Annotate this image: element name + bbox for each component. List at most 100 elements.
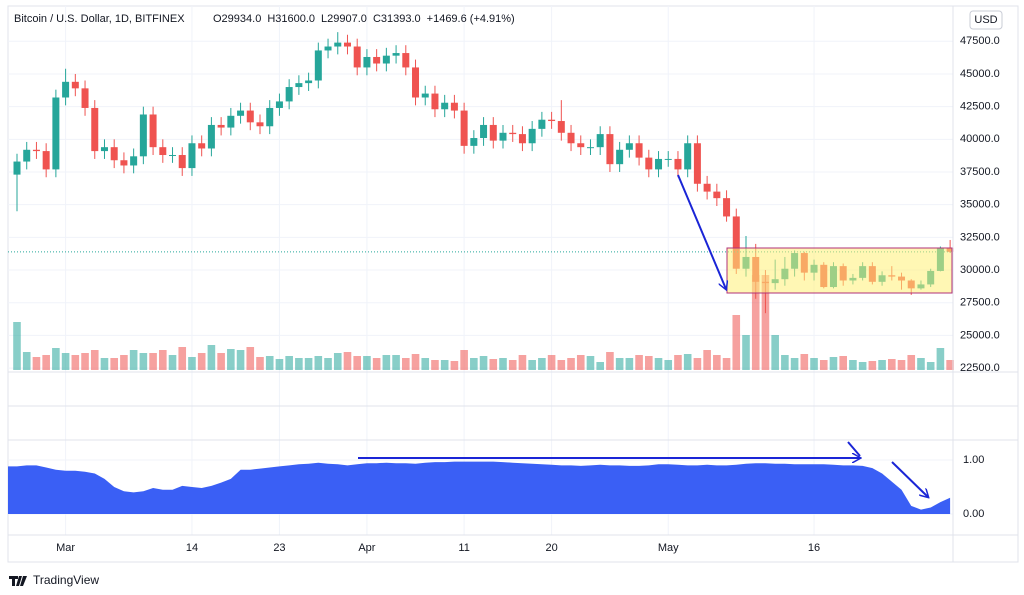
candle-body	[596, 134, 604, 148]
x-tick-label: Mar	[56, 542, 75, 554]
candle-body	[100, 147, 108, 152]
volume-bar	[635, 355, 643, 370]
candle-body	[412, 67, 420, 98]
candle-body	[606, 134, 614, 165]
volume-bar	[615, 358, 624, 370]
candle-body	[732, 216, 740, 269]
y-tick-label: 47500.0	[960, 35, 1000, 47]
volume-bar	[411, 354, 420, 370]
candle-body	[480, 124, 488, 139]
volume-bar	[159, 350, 167, 370]
volume-bar	[693, 358, 702, 370]
volume-bar	[353, 356, 361, 370]
volume-bar	[392, 355, 400, 370]
candle-body	[684, 143, 692, 170]
range-box	[726, 247, 953, 294]
volume-bar	[800, 354, 809, 370]
candle-body	[460, 110, 468, 146]
volume-bar	[664, 360, 673, 370]
volume-bar	[285, 356, 293, 370]
volume-bar	[372, 358, 381, 370]
candle-body	[577, 143, 585, 148]
candle-body	[363, 56, 371, 68]
candle-body	[421, 93, 429, 98]
volume-bar	[52, 348, 60, 370]
logo	[9, 576, 27, 586]
candle-body	[655, 158, 663, 170]
volume-bar	[790, 358, 799, 370]
candle-body	[139, 114, 147, 157]
candle-body	[23, 149, 31, 162]
ohlc-value: +1469.6 (+4.91%)	[427, 13, 515, 25]
candle-body	[693, 143, 701, 184]
candle-body	[674, 158, 682, 170]
y-tick-label: 40000.0	[960, 133, 1000, 145]
volume-bar	[217, 353, 225, 370]
candle-body	[178, 155, 186, 169]
volume-bar	[440, 360, 449, 370]
x-tick-label: 20	[545, 542, 557, 554]
volume-bar	[178, 347, 187, 370]
candle-body	[71, 81, 79, 89]
volume-bar	[256, 357, 264, 370]
volume-layer	[13, 275, 954, 370]
currency-badge[interactable]	[969, 10, 1003, 30]
volume-bar	[431, 360, 439, 370]
volume-bar	[732, 315, 741, 370]
indicator-area	[8, 461, 951, 514]
candle-body	[402, 53, 410, 68]
volume-bar	[926, 362, 935, 370]
volume-bar	[878, 360, 886, 370]
candle-body	[538, 119, 546, 129]
candle-body	[198, 143, 206, 149]
y-tick-label: 22500.0	[960, 362, 1000, 374]
volume-bar	[470, 358, 478, 370]
volume-bar	[888, 359, 896, 370]
volume-bar	[868, 361, 877, 370]
volume-bar	[227, 349, 235, 370]
volume-bar	[839, 356, 847, 370]
volume-bar	[421, 358, 430, 370]
volume-bar	[149, 353, 157, 370]
candle-body	[207, 124, 215, 149]
volume-bar	[207, 345, 216, 370]
currency: USD	[974, 14, 997, 26]
candle-body	[334, 42, 342, 47]
volume-bar	[246, 347, 255, 370]
volume-bar	[528, 360, 536, 370]
volume-bar	[363, 356, 371, 370]
volume-bar	[508, 360, 517, 370]
volume-bar	[567, 358, 575, 370]
candle-body	[567, 132, 575, 144]
volume-bar	[907, 355, 916, 370]
volume-bar	[13, 322, 21, 370]
ohlc-value: H31600.0	[267, 13, 315, 25]
ohlc-value: O29934.0	[213, 13, 261, 25]
y-tick-label: 45000.0	[960, 68, 1000, 80]
candle-body	[713, 191, 721, 199]
candle-body	[62, 81, 70, 98]
candle-body	[625, 143, 633, 150]
volume-bar	[168, 355, 177, 370]
arrow	[891, 461, 928, 497]
candle-body	[256, 122, 264, 127]
footer-brand: TradingView	[33, 573, 99, 587]
candle-body	[81, 88, 89, 108]
volume-bar	[625, 358, 634, 370]
candle-body	[499, 132, 507, 141]
volume-bar	[761, 275, 770, 370]
volume-bar	[110, 358, 118, 370]
volume-bar	[22, 352, 31, 370]
frame	[7, 5, 1019, 563]
y-tick-label: 32500.0	[960, 231, 1000, 243]
y-tick-label: 0.00	[963, 508, 984, 520]
volume-bar	[936, 348, 945, 370]
candle-body	[373, 56, 381, 64]
y-tick-label: 1.00	[963, 454, 984, 466]
volume-bar	[197, 353, 206, 370]
ohlc-header: O29934.0 H31600.0 L29907.0 C31393.0 +1469.6 …	[213, 13, 515, 25]
volume-bar	[129, 350, 138, 370]
candle-body	[557, 121, 565, 133]
volume-bar	[32, 357, 41, 370]
